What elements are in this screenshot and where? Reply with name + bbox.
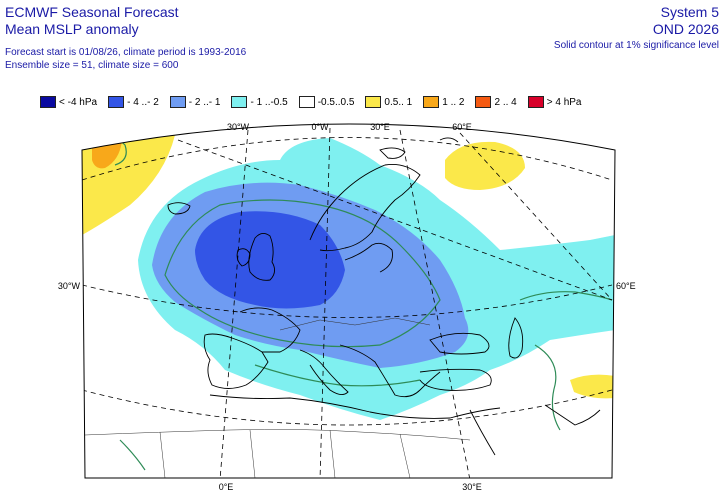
legend-label: 0.5.. 1 xyxy=(384,96,413,108)
coast-north-africa xyxy=(209,394,501,419)
coast-gulf xyxy=(544,404,601,426)
coast-britain xyxy=(248,233,275,281)
coast-france xyxy=(239,307,301,353)
grid-labels: 30°W 0°W 30°E 60°E 30°W 60°E 0°E 30°E xyxy=(58,122,636,492)
grid-label-bottom-1: 30°E xyxy=(462,482,482,492)
legend-swatch xyxy=(108,96,125,108)
coast-scandinavia xyxy=(309,164,421,252)
significance-contours xyxy=(94,135,613,471)
legend-swatch xyxy=(527,96,544,108)
anomaly-core-minus-4 xyxy=(195,211,345,309)
coast-arctic-islands xyxy=(379,137,459,159)
legend-label: - 4 ..- 2 xyxy=(127,96,159,108)
forecast-start-text: Forecast start is 01/08/26, climate peri… xyxy=(5,47,247,58)
legend-item-5: 0.5.. 1 xyxy=(365,96,412,108)
legend-label: -0.5..0.5 xyxy=(317,96,355,108)
coast-italy xyxy=(299,349,349,395)
coast-red-sea xyxy=(469,409,496,456)
coast-balkans xyxy=(339,344,441,398)
legend-item-6: 1 .. 2 xyxy=(423,96,464,108)
legend-swatch xyxy=(475,96,492,108)
legend-label: 1 .. 2 xyxy=(442,96,465,108)
grid-label-bottom-0: 0°E xyxy=(219,482,234,492)
significance-note: Solid contour at 1% significance level xyxy=(553,40,719,51)
legend-item-2: - 2 ..- 1 xyxy=(169,96,221,108)
coast-caspian xyxy=(508,317,524,359)
legend-swatch xyxy=(365,96,382,108)
graticule xyxy=(82,127,613,478)
title-line-1: ECMWF Seasonal Forecast xyxy=(5,4,179,20)
legend-label: 2 .. 4 xyxy=(494,96,517,108)
grid-label-left: 30°W xyxy=(58,281,81,291)
legend-swatch xyxy=(423,96,440,108)
legend-item-7: 2 .. 4 xyxy=(475,96,517,108)
title-line-2: Mean MSLP anomaly xyxy=(5,21,139,37)
chart-title-block: ECMWF Seasonal Forecast Mean MSLP anomal… xyxy=(5,4,179,38)
positive-anomaly-east xyxy=(570,374,615,399)
forecast-info: Forecast start is 01/08/26, climate peri… xyxy=(5,46,246,72)
legend-label: - 1 ..-0.5 xyxy=(250,96,288,108)
coast-iberia xyxy=(203,333,269,389)
ensemble-size-text: Ensemble size = 51, climate size = 600 xyxy=(5,60,179,71)
system-name: System 5 xyxy=(660,4,719,20)
grid-label-right: 60°E xyxy=(616,281,636,291)
coast-blacksea xyxy=(429,332,490,355)
legend-label: > 4 hPa xyxy=(546,96,582,108)
grid-label-top-1: 0°W xyxy=(311,122,329,132)
coast-baltic xyxy=(344,242,393,273)
legend-swatch xyxy=(40,96,56,108)
coastlines xyxy=(167,137,601,456)
coast-turkey xyxy=(419,368,492,391)
grid-label-top-2: 30°E xyxy=(370,122,390,132)
legend-item-0: < -4 hPa xyxy=(40,96,97,108)
legend-item-8: > 4 hPa xyxy=(527,96,582,108)
country-borders xyxy=(84,317,471,478)
legend-item-4: -0.5..0.5 xyxy=(298,96,355,108)
legend-label: - 2 ..- 1 xyxy=(188,96,221,108)
legend-swatch xyxy=(231,96,248,108)
map-border xyxy=(81,123,616,479)
grid-label-top-0: 30°W xyxy=(227,122,250,132)
legend-label: < -4 hPa xyxy=(59,96,98,108)
legend-item-1: - 4 ..- 2 xyxy=(108,96,159,108)
legend-swatch xyxy=(298,96,315,108)
legend-swatch xyxy=(169,96,186,108)
legend-item-3: - 1 ..-0.5 xyxy=(231,96,288,108)
season-label: OND 2026 xyxy=(652,21,719,37)
positive-anomaly-northeast xyxy=(445,141,525,190)
system-info: System 5 OND 2026 Solid contour at 1% si… xyxy=(554,4,719,52)
color-legend: < -4 hPa - 4 ..- 2 - 2 ..- 1 - 1 ..-0.5 -0.5… xyxy=(40,94,593,110)
grid-label-top-3: 60°E xyxy=(452,122,472,132)
coast-iceland xyxy=(167,202,191,215)
